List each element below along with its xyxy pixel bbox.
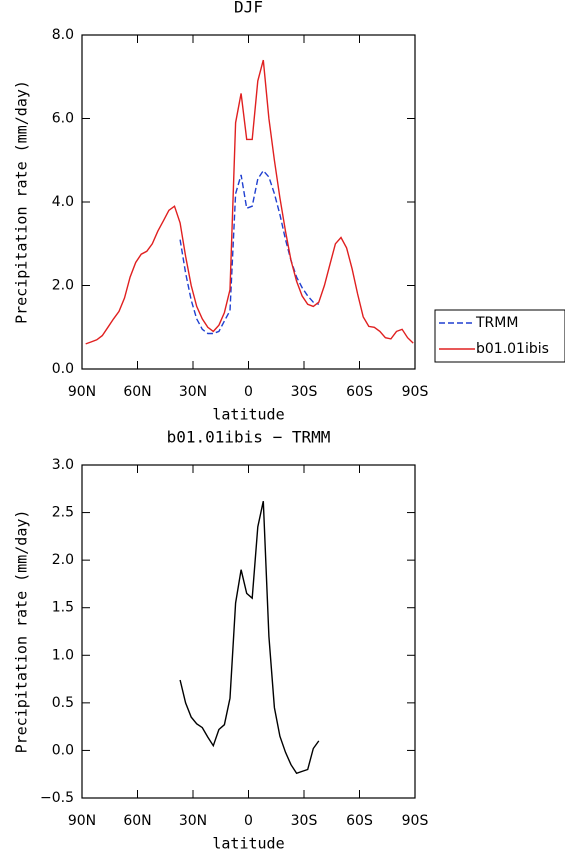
x-tick-label: 30N <box>179 384 207 400</box>
x-tick-label: 30S <box>291 384 318 400</box>
legend-box <box>434 309 565 363</box>
y-tick-label: 2.0 <box>52 552 74 568</box>
x-tick-label: 0 <box>244 384 253 400</box>
x-tick-label: 60S <box>346 813 373 829</box>
y-tick-label: 1.0 <box>52 647 74 663</box>
x-tick-label: 90N <box>68 813 96 829</box>
y-tick-label: 6.0 <box>52 111 74 127</box>
y-axis-label: Precipitation rate (mm/day) <box>13 80 31 324</box>
x-axis-label: latitude <box>212 835 284 851</box>
y-tick-label: 2.5 <box>52 505 74 521</box>
series-line <box>179 169 320 335</box>
plot-frame <box>81 34 416 370</box>
y-tick-label: 8.0 <box>52 27 74 43</box>
x-tick-label: 60S <box>346 384 373 400</box>
series-line <box>179 501 320 775</box>
x-tick-label: 90S <box>402 813 429 829</box>
y-axis-label: Precipitation rate (mm/day) <box>13 510 31 754</box>
x-tick-label: 30S <box>291 813 318 829</box>
y-tick-label: 1.5 <box>52 600 74 616</box>
x-tick-label: 0 <box>244 813 253 829</box>
chart-title: DJF <box>234 0 263 17</box>
x-tick-label: 60N <box>123 384 151 400</box>
chart-title: b01.01ibis − TRMM <box>167 428 331 447</box>
x-tick-label: 90N <box>68 384 96 400</box>
legend-label: TRMM <box>475 315 518 331</box>
x-axis-label: latitude <box>212 406 284 424</box>
series-line <box>85 59 414 345</box>
y-tick-label: 4.0 <box>52 194 74 210</box>
plot-frame <box>81 464 416 799</box>
y-tick-label: 3.0 <box>52 457 74 473</box>
x-tick-label: 30N <box>179 813 207 829</box>
y-tick-label: 0.0 <box>52 361 74 377</box>
y-tick-label: −0.5 <box>40 790 74 806</box>
y-tick-label: 0.5 <box>52 695 74 711</box>
y-tick-label: 2.0 <box>52 278 74 294</box>
y-tick-label: 0.0 <box>52 742 74 758</box>
legend-label: b01.01ibis <box>476 341 549 357</box>
x-tick-label: 60N <box>123 813 151 829</box>
x-tick-label: 90S <box>402 384 429 400</box>
